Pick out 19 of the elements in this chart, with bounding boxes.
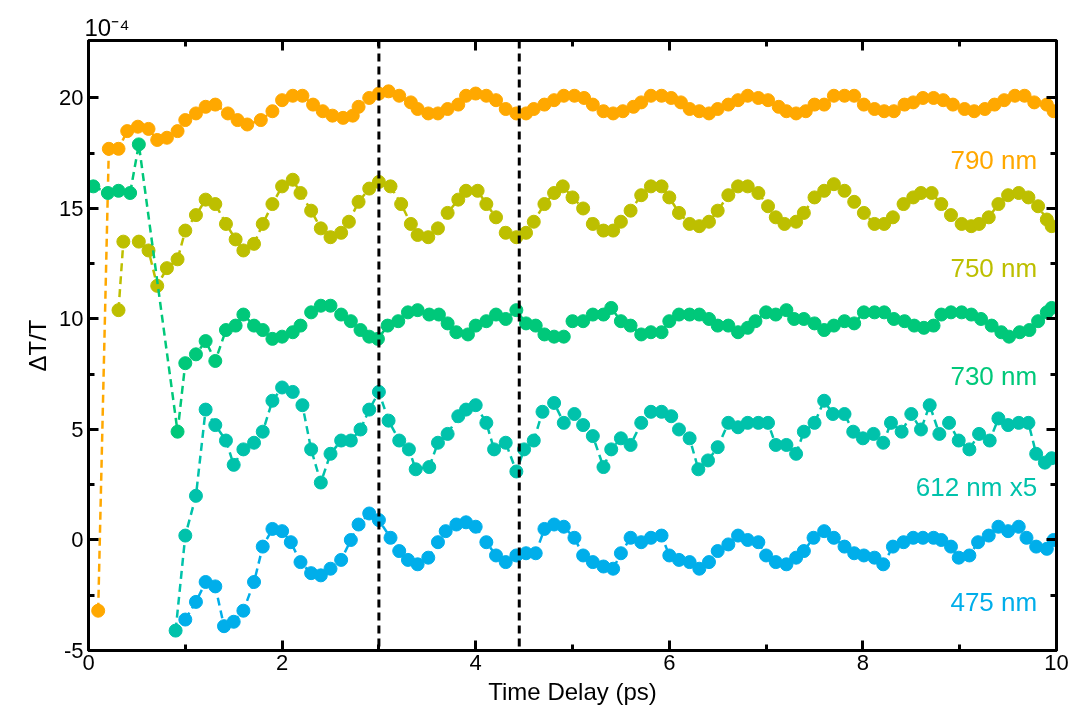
x-tick-label: 2 bbox=[275, 649, 289, 675]
series-label: 790 nm bbox=[950, 144, 1038, 175]
y-axis-title: ΔT/T bbox=[24, 319, 52, 372]
y-tick-label: 20 bbox=[59, 85, 84, 111]
series-label: 612 nm x5 bbox=[915, 471, 1038, 502]
x-tick-label: 6 bbox=[663, 649, 676, 675]
y-tick-label: 15 bbox=[59, 195, 84, 221]
y-tick-label: 5 bbox=[71, 416, 84, 442]
y-tick-label: -5 bbox=[63, 638, 84, 663]
series-label: 750 nm bbox=[950, 253, 1038, 284]
y-tick-label: 10 bbox=[59, 306, 84, 332]
x-tick-label: 4 bbox=[469, 649, 482, 675]
x-tick-label: 10 bbox=[1044, 649, 1069, 675]
y-tick-label: 0 bbox=[71, 527, 84, 553]
series-label: 730 nm bbox=[950, 361, 1038, 392]
series-label: 475 nm bbox=[950, 586, 1038, 617]
x-tick-label: 8 bbox=[856, 649, 870, 675]
annotation: 10⁻⁴ bbox=[84, 13, 130, 41]
x-axis-title: Time Delay (ps) bbox=[488, 677, 657, 705]
